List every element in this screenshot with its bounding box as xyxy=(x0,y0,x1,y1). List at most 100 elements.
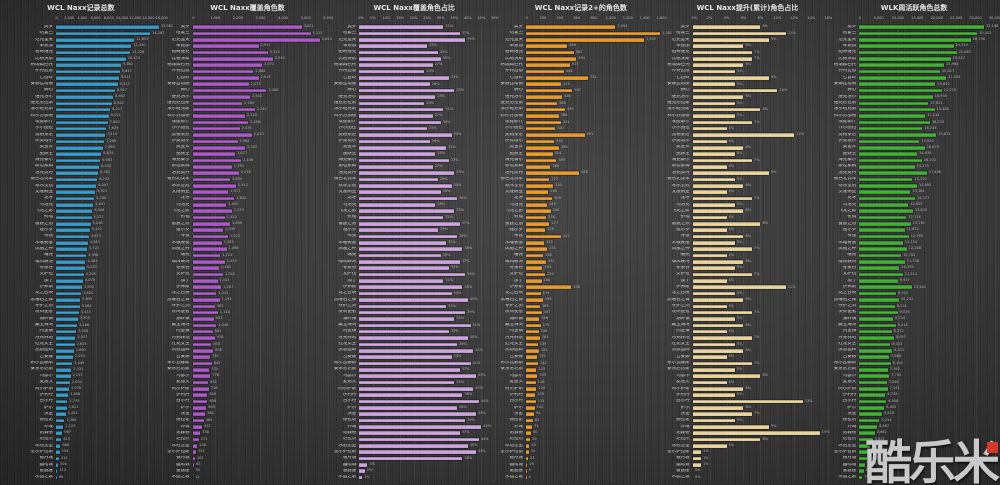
row-label: 达拉然 xyxy=(342,437,357,442)
bar-row: 加丁 4% xyxy=(667,278,829,284)
chart-body: 0 200 400 600 800 1,000 1,200 1,400 1,600 奥罗 1,054… xyxy=(500,15,672,481)
axis-tick-label: 10,000 xyxy=(891,16,905,20)
row-label: 湖畔镇 xyxy=(842,316,857,321)
axis-tick-label: 1,000 xyxy=(605,16,616,20)
bar-track: 2% xyxy=(359,468,495,474)
row-label: 怀特迈恩 xyxy=(338,69,357,74)
bar xyxy=(859,437,873,442)
row-label: 维克洛尔 xyxy=(838,94,857,99)
row-label: 木喉要塞 xyxy=(671,240,690,245)
row-label: 怀特迈恩 xyxy=(504,69,523,74)
bar-value-label: 314 xyxy=(554,151,562,156)
bar-value-label: 7,066 xyxy=(104,144,115,149)
row-label: 伊弗斯 xyxy=(509,285,523,290)
bar-row: 海克泰尔 33% xyxy=(333,157,495,163)
bar-row: 黑曜石之锋 1,192 xyxy=(167,297,329,303)
bar-track: 386 xyxy=(525,113,662,119)
bar-value-label: 39% xyxy=(467,37,475,42)
row-label: 湖畔镇 xyxy=(342,316,357,321)
bar-value-label: 131 xyxy=(539,354,546,359)
bar-track: 976 xyxy=(192,335,329,341)
bar-row: 龙牙 14,377 xyxy=(833,195,995,201)
bar-row: 希尔瓦娜斯 7% xyxy=(667,360,829,366)
bar xyxy=(359,253,441,258)
bar xyxy=(859,171,927,175)
bar-value-label: 4% xyxy=(728,354,735,359)
row-label: 维克洛尔 xyxy=(35,94,53,99)
row-label: 科尔苏加德 xyxy=(500,113,523,118)
bar-track: 4 xyxy=(525,474,662,480)
row-label: 加丁 xyxy=(44,278,53,283)
bar xyxy=(192,76,259,80)
bar-track: 43% xyxy=(359,449,495,455)
bar xyxy=(859,450,869,454)
bar xyxy=(192,107,255,112)
bar-value-label: 7% xyxy=(753,56,760,61)
bar-value-label: 1,118 xyxy=(219,309,230,314)
bar-value-label: 142 xyxy=(540,360,547,365)
bar-row: 乌瑟尔 133 xyxy=(500,373,662,379)
bar-value-label: 35% xyxy=(456,316,465,321)
bar-track: 359 xyxy=(525,157,662,163)
row-label: 冰冠堡垒 xyxy=(838,443,857,448)
row-label: 藏宝海湾 xyxy=(671,323,690,328)
bar-value-label: 5% xyxy=(737,100,743,105)
row-label: 红龙女王 xyxy=(838,342,857,347)
bar-row: 银色北伐军 277 xyxy=(500,176,662,182)
bar-track: 50 xyxy=(525,436,662,442)
bar-value-label: 19,874 xyxy=(938,132,951,137)
bar xyxy=(859,260,905,264)
bar-track: 41% xyxy=(359,360,495,366)
bar-row: 安东尼达斯 123 xyxy=(500,367,662,373)
bar-row: 安娜丝塔丽 412 xyxy=(500,81,662,87)
row-label: 银月城 xyxy=(342,456,357,461)
bar-row: 埃提耶什 411 xyxy=(500,119,662,125)
bar-track: 1,118 xyxy=(192,309,329,315)
bar-row: 幽暗城 16 xyxy=(500,462,662,468)
row-label: 伊利丹 xyxy=(676,392,690,397)
bar xyxy=(192,171,239,175)
bar xyxy=(56,38,135,42)
row-label: 狮心 xyxy=(847,88,857,93)
row-label: 冰冠堡垒 xyxy=(338,443,357,448)
bar-track: 4% xyxy=(692,379,829,385)
bar xyxy=(859,348,893,353)
chart-title: WLK周活跃角色总数 xyxy=(880,4,948,12)
bar-value-label: 215 xyxy=(546,240,553,245)
bar-row: 曙光 4% xyxy=(667,252,829,258)
bar-track: 123 xyxy=(525,367,662,373)
row-label: 伊莫塔尔 xyxy=(35,139,53,144)
bar-row: 雷霆之怒 5,248 xyxy=(0,221,162,227)
bar xyxy=(692,348,744,353)
bar-row: 木喉要塞 32% xyxy=(333,240,495,246)
bar-track: 2,917 xyxy=(192,43,329,49)
row-label: 沙尔图拉 xyxy=(171,126,190,131)
bar xyxy=(359,50,438,55)
bar-row: 闪金镇 8,372 xyxy=(833,329,995,335)
bar xyxy=(56,272,84,277)
bar-track: 6% xyxy=(692,297,829,303)
bar xyxy=(692,38,769,42)
bar-row: 麦迪文 7,048 xyxy=(833,379,995,385)
bar-row: 奎尔萨拉斯 151 xyxy=(167,449,329,455)
bar-row: 沙尔图拉 4% xyxy=(667,126,829,132)
row-label: 帕奇维克 xyxy=(171,50,190,55)
bar-track: 6% xyxy=(692,259,829,265)
bar-track: 459 xyxy=(525,106,662,112)
bar-row: 维克尼拉斯 17,821 xyxy=(833,100,995,106)
row-label: 雷霆崖 xyxy=(342,468,357,473)
bar-value-label: 5,923 xyxy=(97,189,108,194)
bar-value-label: 1,621 xyxy=(68,405,79,410)
row-label: 琴弦 xyxy=(513,234,523,239)
axis-tick-label: 5% xyxy=(370,16,376,20)
row-label: 艾隆纳亚 xyxy=(338,189,357,194)
axis-row: 0% 2% 4% 6% 8% 10% 12% 14% 16% xyxy=(692,15,833,24)
bar xyxy=(692,171,769,175)
bar xyxy=(859,25,985,29)
bar xyxy=(692,444,727,448)
row-label: 阿尔萨斯 xyxy=(171,386,190,391)
bar-value-label: 187 xyxy=(543,309,551,314)
bar-row: 格瑞姆巴托 517 xyxy=(500,62,662,68)
row-label: 诺森德 xyxy=(842,430,857,435)
bar-track: 11,214 xyxy=(859,271,995,277)
